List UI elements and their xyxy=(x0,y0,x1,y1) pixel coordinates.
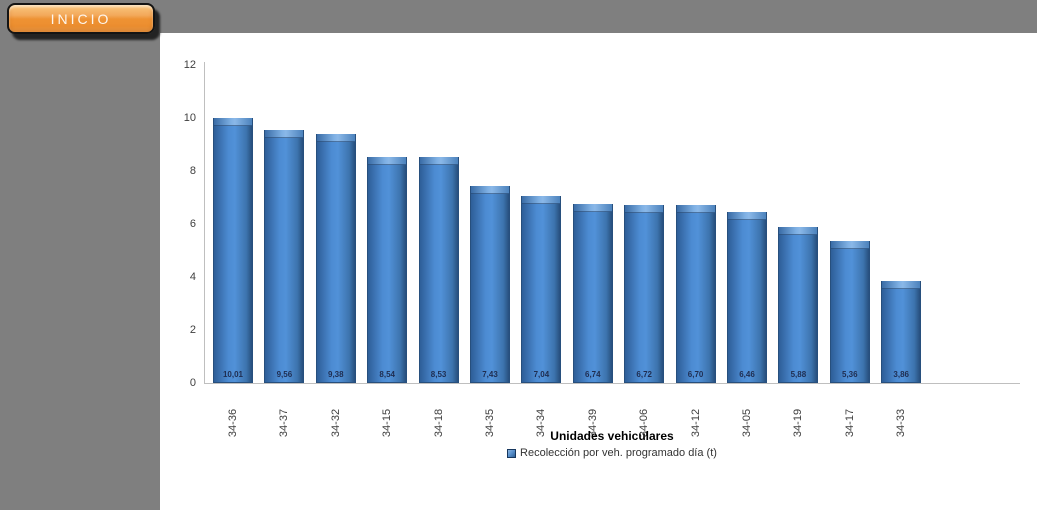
bar: 9,56 xyxy=(264,130,305,383)
bar-value-label: 8,54 xyxy=(379,370,395,379)
legend-label: Recolección por veh. programado día (t) xyxy=(520,447,717,459)
bar-value-label: 10,01 xyxy=(222,370,244,379)
x-tick-label: 34-33 xyxy=(895,408,908,438)
bar-value-label: 6,70 xyxy=(687,370,704,379)
bar: 6,70 xyxy=(675,205,716,383)
x-tick-label: 34-17 xyxy=(843,408,856,438)
legend: Recolección por veh. programado día (t) xyxy=(204,447,1020,459)
bar: 6,72 xyxy=(624,205,665,383)
x-tick-label: 34-15 xyxy=(381,408,394,438)
inicio-button[interactable]: INICIO xyxy=(7,3,155,34)
bar: 6,74 xyxy=(572,204,613,383)
y-tick-label: 6 xyxy=(189,218,196,230)
bar: 7,43 xyxy=(470,186,510,383)
bar-value-label: 3,86 xyxy=(893,370,909,379)
x-tick-label: 34-18 xyxy=(432,408,445,438)
bar: 5,88 xyxy=(778,227,819,383)
bar-value-label: 5,36 xyxy=(842,370,858,379)
bar-value-label: 6,46 xyxy=(739,370,755,379)
x-tick-label: 34-19 xyxy=(792,408,805,438)
bar-value-label: 8,53 xyxy=(430,370,447,379)
y-tick-label: 2 xyxy=(189,324,196,336)
sidebar xyxy=(0,0,160,510)
x-axis-title: Unidades vehiculares xyxy=(550,429,674,443)
bar-value-label: 6,72 xyxy=(636,370,652,379)
bar-value-label: 5,88 xyxy=(790,370,807,379)
x-tick-label: 34-12 xyxy=(689,408,702,438)
x-tick-label: 34-37 xyxy=(278,408,291,438)
y-tick-label: 8 xyxy=(189,165,196,177)
y-tick-label: 4 xyxy=(189,271,196,283)
bar: 8,53 xyxy=(418,157,459,383)
bar: 10,01 xyxy=(213,118,253,383)
x-tick-label: 34-06 xyxy=(638,408,651,438)
y-axis-line xyxy=(204,62,205,383)
y-tick-label: 0 xyxy=(189,377,196,389)
bar: 3,86 xyxy=(881,281,922,383)
legend-marker-icon xyxy=(507,448,517,458)
bar-value-label: 7,04 xyxy=(533,370,550,379)
bar: 5,36 xyxy=(829,241,870,383)
bar: 9,38 xyxy=(315,134,356,383)
x-tick-label: 34-39 xyxy=(586,408,599,438)
x-tick-label: 34-05 xyxy=(740,408,753,438)
x-tick-label: 34-36 xyxy=(226,408,239,438)
bar: 7,04 xyxy=(521,196,562,383)
bar-value-label: 7,43 xyxy=(482,370,498,379)
y-tick-label: 12 xyxy=(183,59,196,71)
bar-value-label: 9,56 xyxy=(276,370,293,379)
y-tick-label: 10 xyxy=(183,112,196,124)
bar: 6,46 xyxy=(727,212,767,383)
x-tick-label: 34-34 xyxy=(535,408,548,438)
top-bar xyxy=(0,0,1037,33)
bar: 8,54 xyxy=(367,157,408,383)
bar-value-label: 9,38 xyxy=(328,370,344,379)
x-tick-label: 34-35 xyxy=(483,408,496,438)
x-axis-line xyxy=(204,383,1020,384)
bar-value-label: 6,74 xyxy=(585,370,601,379)
x-tick-label: 34-32 xyxy=(329,408,342,438)
